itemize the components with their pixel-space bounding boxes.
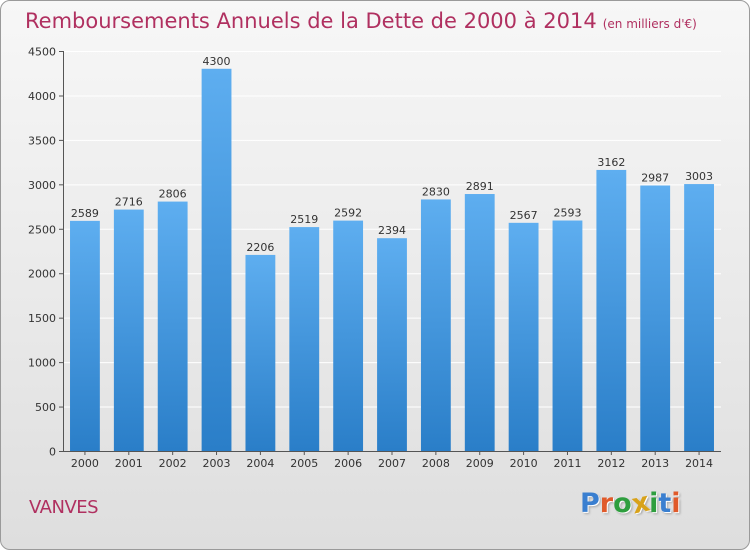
x-tick-label: 2000	[71, 457, 99, 470]
bar-2012	[596, 169, 627, 451]
bar-2006	[333, 220, 364, 451]
value-label: 2592	[334, 207, 362, 220]
value-label: 4300	[203, 55, 231, 68]
y-tick-label: 4000	[28, 90, 56, 103]
x-tick-label: 2011	[553, 457, 581, 470]
chart-title: Remboursements Annuels de la Dette de 20…	[25, 9, 697, 33]
y-tick-label: 2500	[28, 223, 56, 236]
bar-2007	[377, 238, 407, 451]
bar-2011	[552, 220, 583, 451]
y-tick-label: 4500	[28, 46, 56, 59]
x-tick-label: 2013	[641, 457, 669, 470]
bar-2010	[508, 222, 539, 451]
value-label: 2394	[378, 224, 406, 237]
bar-2003	[201, 68, 232, 452]
title-text: Remboursements Annuels de la Dette de 20…	[25, 9, 597, 33]
proxiti-logo[interactable]: Proxiti	[580, 487, 681, 521]
y-tick-label: 3000	[28, 179, 56, 192]
title-unit: (en milliers d'€)	[602, 17, 697, 31]
y-tick-label: 500	[35, 401, 56, 414]
y-tick-label: 0	[49, 446, 56, 459]
logo-letter: i	[649, 488, 659, 519]
logo-letter: i	[671, 488, 681, 519]
bar-2000	[70, 220, 100, 451]
y-tick-label: 1500	[28, 312, 56, 325]
bar-2013	[640, 185, 671, 451]
y-tick-label: 1000	[28, 357, 56, 370]
value-label: 2891	[466, 180, 494, 193]
bar-2009	[464, 194, 495, 451]
logo-letter: P	[580, 488, 600, 519]
x-tick-label: 2010	[510, 457, 538, 470]
bar-2008	[420, 199, 451, 451]
x-tick-label: 2007	[378, 457, 406, 470]
value-labels: 2589 2716 2806 4300 2206 2519 2592 2394 2830 2891…	[71, 55, 713, 254]
bar-2002	[157, 201, 188, 451]
logo-letter: t	[658, 488, 672, 519]
x-tick-label: 2002	[159, 457, 187, 470]
value-label: 3003	[685, 170, 713, 183]
value-label: 2519	[290, 213, 318, 226]
x-tick-label: 2009	[466, 457, 494, 470]
x-tick-label: 2008	[422, 457, 450, 470]
value-label: 2206	[246, 241, 274, 254]
x-tick-label: 2012	[597, 457, 625, 470]
value-label: 2716	[115, 196, 143, 209]
bars	[70, 68, 714, 452]
x-tick-label: 2004	[246, 457, 274, 470]
x-tick-label: 2006	[334, 457, 362, 470]
city-name: VANVES	[29, 497, 99, 518]
value-label: 2593	[553, 207, 581, 220]
x-tick-label: 2001	[115, 457, 143, 470]
value-label: 2567	[510, 209, 538, 222]
value-label: 2830	[422, 185, 450, 198]
x-tick-label: 2003	[203, 457, 231, 470]
value-label: 2589	[71, 207, 99, 220]
x-tick-label: 2014	[685, 457, 713, 470]
axes: 0 500 1000 1500 2000 2500 3000 3500 4000 4500 2000…	[28, 46, 721, 470]
bar-2005	[289, 227, 320, 451]
logo-letter: r	[599, 488, 614, 519]
value-label: 2987	[641, 171, 669, 184]
bar-2014	[684, 184, 714, 452]
bar-2004	[245, 254, 276, 451]
value-label: 2806	[159, 188, 187, 201]
y-tick-label: 2000	[28, 268, 56, 281]
y-tick-label: 3500	[28, 134, 56, 147]
x-tick-label: 2005	[290, 457, 318, 470]
value-label: 3162	[597, 156, 625, 169]
bar-2001	[113, 209, 144, 451]
logo-letter: o	[613, 488, 632, 519]
